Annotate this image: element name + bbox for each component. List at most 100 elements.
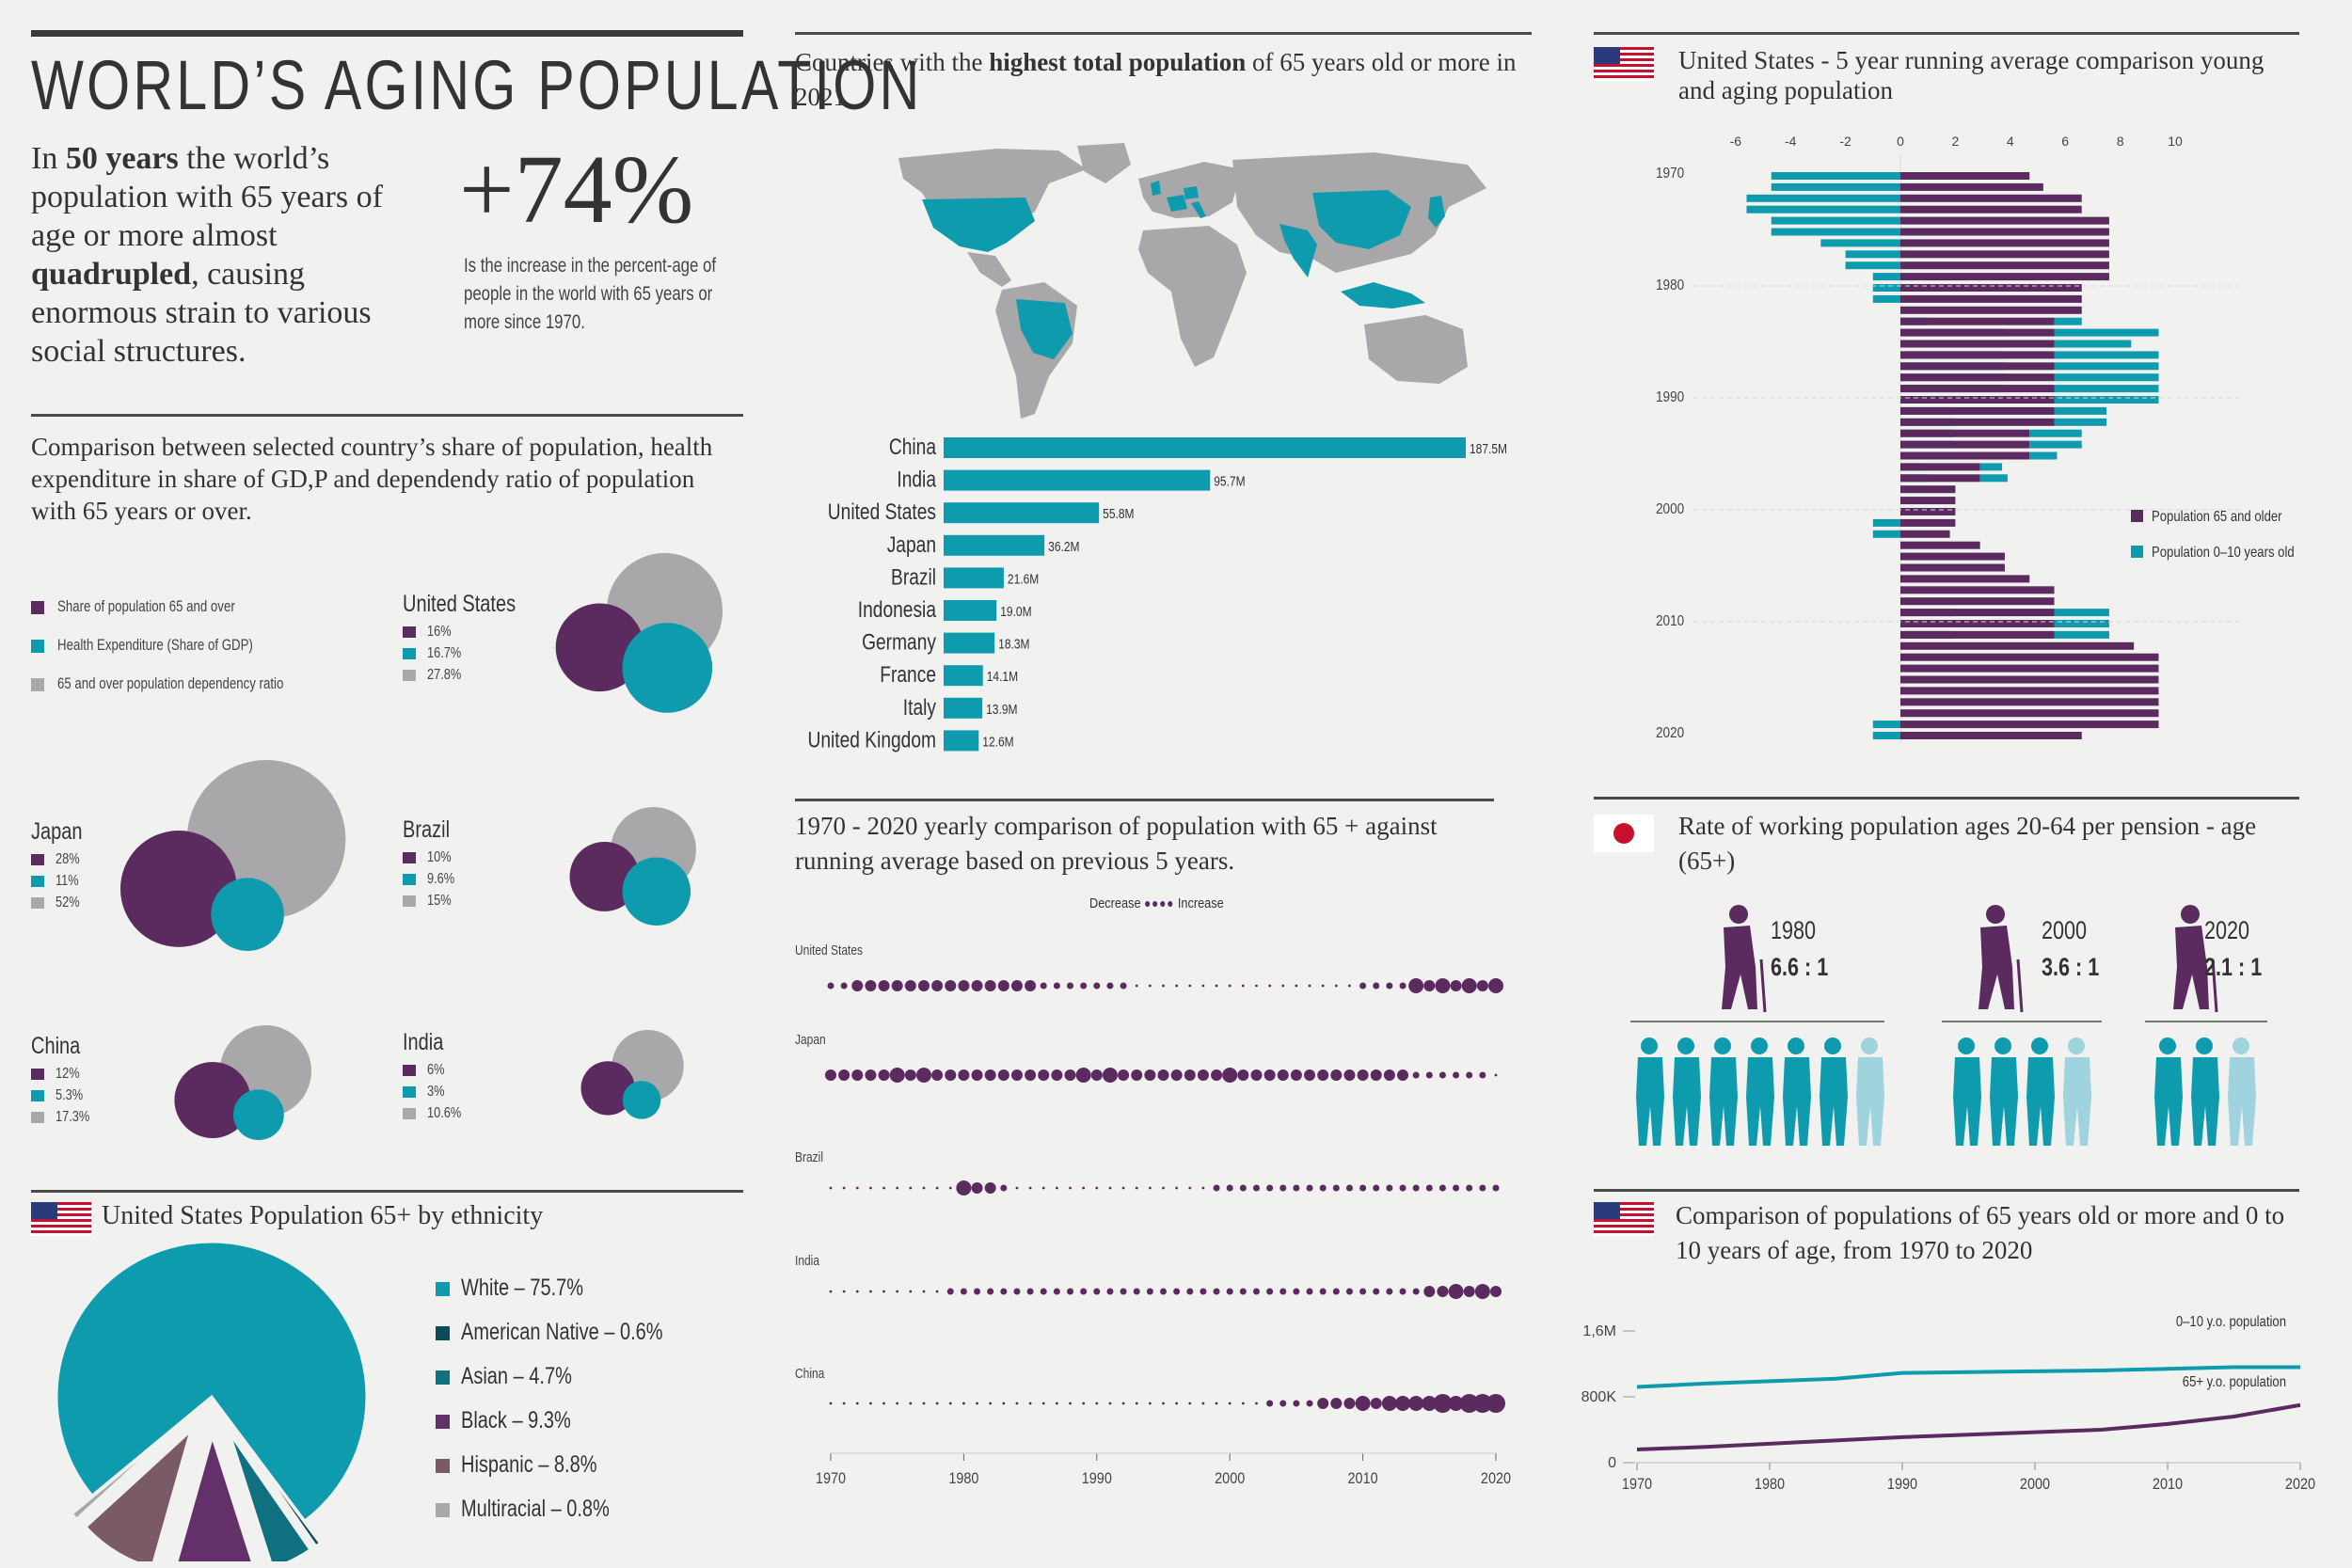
year-dot bbox=[1237, 1069, 1249, 1081]
worker-body bbox=[1636, 1057, 1664, 1146]
year-dot bbox=[1146, 1288, 1153, 1295]
year-dot bbox=[1433, 1394, 1453, 1413]
young-bar bbox=[1771, 228, 1900, 236]
year-dot bbox=[1423, 980, 1436, 991]
year-dot bbox=[1359, 982, 1367, 990]
year-dot bbox=[1266, 1288, 1274, 1295]
year-dot bbox=[1345, 1184, 1353, 1192]
legend-swatch bbox=[31, 639, 44, 653]
year-dot bbox=[958, 1069, 970, 1081]
pension-year: 1980 bbox=[1771, 916, 1817, 944]
year-dot bbox=[909, 1186, 913, 1190]
aging-bar bbox=[1900, 530, 1950, 538]
country-bar bbox=[944, 469, 1211, 491]
legend-swatch bbox=[2131, 546, 2143, 558]
year-dot bbox=[945, 980, 957, 991]
bar-value-label: 21.6M bbox=[1008, 571, 1039, 587]
young-bar bbox=[1845, 261, 1900, 270]
x-tick-label: 2010 bbox=[1348, 1470, 1378, 1487]
year-dot bbox=[1317, 1398, 1329, 1409]
year-dot bbox=[1435, 978, 1451, 993]
worker-head bbox=[1788, 1037, 1804, 1054]
series-label: 0–10 y.o. population bbox=[2176, 1314, 2286, 1330]
year-dot bbox=[1359, 1184, 1367, 1192]
year-dot bbox=[829, 1402, 833, 1405]
year-dot bbox=[1266, 1184, 1274, 1192]
year-dot bbox=[1069, 1402, 1072, 1405]
year-dot bbox=[1386, 982, 1393, 990]
year-dot bbox=[1306, 1184, 1313, 1192]
year-dot bbox=[1399, 1288, 1406, 1295]
year-dot bbox=[922, 1402, 926, 1405]
aging-bar bbox=[1900, 687, 2159, 695]
year-dot bbox=[1319, 1288, 1327, 1295]
pie-legend-swatch bbox=[436, 1414, 450, 1429]
year-dot bbox=[1422, 1396, 1438, 1411]
bubble-country-name: Japan bbox=[31, 818, 83, 845]
worker-head bbox=[1714, 1037, 1731, 1054]
year-dot bbox=[1263, 1069, 1276, 1081]
year-dot bbox=[1386, 1288, 1393, 1295]
bubble-value: 5.3% bbox=[31, 1087, 98, 1109]
year-dot bbox=[1108, 1186, 1112, 1190]
map-greenland bbox=[1077, 143, 1131, 183]
aging-bar bbox=[1900, 182, 2043, 191]
bubble-legend: Share of population 65 and over Health E… bbox=[31, 597, 347, 713]
cane bbox=[1759, 958, 1767, 1013]
aging-bar bbox=[1900, 641, 2135, 650]
bubble-country-name: United States bbox=[403, 591, 516, 617]
year-dot bbox=[984, 1182, 996, 1194]
year-dot bbox=[1399, 1184, 1406, 1192]
ethnicity-title: United States Population 65+ by ethnicit… bbox=[102, 1201, 544, 1230]
bubble-value: 52% bbox=[31, 895, 95, 916]
bubble-health-expenditure bbox=[622, 857, 691, 926]
bubble-population-share bbox=[569, 841, 640, 911]
year-dot bbox=[922, 1186, 926, 1190]
bubble-value: 3% bbox=[403, 1084, 469, 1105]
y-tick-label: 1990 bbox=[1656, 389, 1684, 405]
bar-category-label: China bbox=[889, 434, 937, 460]
aging-bar bbox=[1900, 294, 2082, 303]
year-dot bbox=[1144, 1069, 1156, 1081]
young-bar bbox=[1746, 194, 1900, 202]
worker-body bbox=[1746, 1057, 1774, 1146]
dot-row-label: Japan bbox=[795, 1032, 826, 1048]
x-tick-label: 1990 bbox=[1082, 1470, 1112, 1487]
elderly-person-icon bbox=[1979, 905, 2024, 1013]
section-rule bbox=[1594, 797, 2299, 800]
worker-icon bbox=[2228, 1037, 2256, 1146]
bubble-value: 16.7% bbox=[403, 645, 544, 667]
bubble-population-share bbox=[174, 1061, 251, 1139]
worker-head bbox=[1861, 1037, 1878, 1054]
worker-body bbox=[1673, 1057, 1701, 1146]
aging-bar bbox=[1900, 306, 2082, 314]
year-dot bbox=[1069, 1186, 1072, 1190]
year-dot bbox=[1319, 1184, 1327, 1192]
pie-legend-item: Hispanic – 8.8% bbox=[436, 1451, 713, 1496]
year-dot bbox=[935, 1290, 939, 1293]
bar-category-label: United States bbox=[828, 499, 936, 525]
legend-swatch bbox=[2131, 510, 2143, 522]
aging-bar bbox=[1900, 586, 2055, 594]
bubble-cluster bbox=[580, 1030, 684, 1119]
year-dot bbox=[1295, 984, 1298, 988]
aging-bar bbox=[1900, 261, 2109, 270]
year-dot bbox=[1080, 982, 1088, 990]
year-dot bbox=[956, 1180, 972, 1196]
year-dot bbox=[891, 980, 903, 991]
year-dot bbox=[1474, 1284, 1490, 1299]
year-dot bbox=[1466, 1071, 1473, 1079]
year-dot bbox=[1239, 1288, 1247, 1295]
year-dot bbox=[962, 1402, 965, 1405]
year-dot bbox=[989, 1402, 993, 1405]
worker-icon bbox=[1953, 1037, 1981, 1146]
worker-body bbox=[1953, 1057, 1981, 1146]
year-dot bbox=[882, 1186, 885, 1190]
year-dot bbox=[1010, 1069, 1023, 1081]
year-dot bbox=[825, 1069, 836, 1081]
young-bar-extension bbox=[2054, 328, 2159, 337]
year-dot bbox=[838, 1069, 850, 1081]
y-tick-label: 2000 bbox=[1656, 501, 1684, 517]
year-dot bbox=[1102, 1068, 1118, 1083]
year-dot bbox=[1399, 982, 1406, 990]
